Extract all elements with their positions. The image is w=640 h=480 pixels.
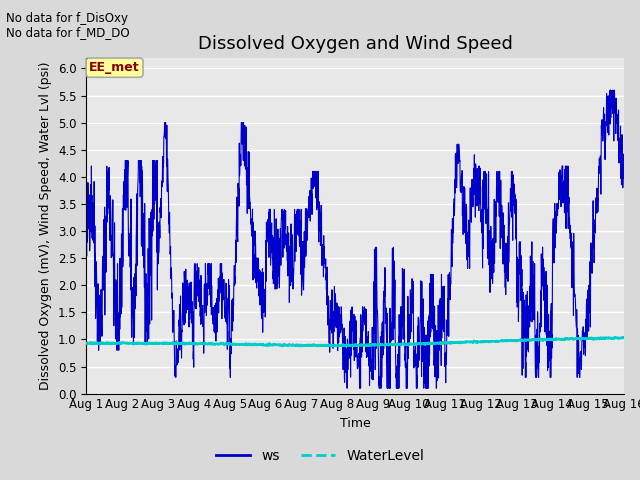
Title: Dissolved Oxygen and Wind Speed: Dissolved Oxygen and Wind Speed	[198, 35, 513, 53]
X-axis label: Time: Time	[340, 417, 371, 430]
Text: No data for f_MD_DO: No data for f_MD_DO	[6, 26, 130, 39]
Legend: ws, WaterLevel: ws, WaterLevel	[210, 443, 430, 468]
Text: EE_met: EE_met	[89, 61, 140, 74]
Text: No data for f_DisOxy: No data for f_DisOxy	[6, 12, 129, 25]
Y-axis label: Dissolved Oxygen (mV), Wind Speed, Water Lvl (psi): Dissolved Oxygen (mV), Wind Speed, Water…	[40, 61, 52, 390]
